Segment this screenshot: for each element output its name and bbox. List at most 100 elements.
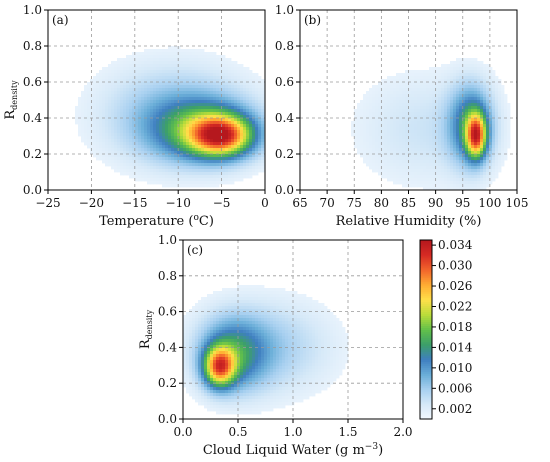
density-cell [375,118,379,122]
density-cell [213,106,217,110]
density-cell [147,100,151,104]
density-cell [420,100,424,104]
density-cell [396,97,400,101]
density-cell [225,139,229,143]
density-cell [132,115,136,119]
density-cell [486,64,490,68]
density-cell [195,303,199,307]
density-cell [162,133,166,137]
density-cell [450,85,454,89]
density-cell [246,291,250,295]
density-cell [465,124,469,128]
density-cell [87,106,91,110]
density-cell [357,136,361,140]
density-cell [438,160,442,164]
density-cell [96,118,100,122]
density-cell [399,145,403,149]
density-cell [183,160,187,164]
density-cell [393,130,397,134]
density-cell [141,85,145,89]
density-cell [396,160,400,164]
density-cell [210,106,214,110]
density-cell [483,70,487,74]
density-cell [162,76,166,80]
density-cell [126,67,130,71]
density-cell [402,94,406,98]
density-cell [222,312,226,316]
density-cell [354,112,358,116]
density-cell [483,127,487,131]
density-cell [492,172,496,176]
density-cell [354,127,358,131]
density-cell [408,73,412,77]
density-cell [99,130,103,134]
density-cell [498,106,502,110]
density-cell [444,187,448,190]
density-cell [213,67,217,71]
density-cell [273,312,277,316]
density-cell [465,142,469,146]
density-cell [150,79,154,83]
density-cell [231,154,235,158]
density-cell [201,91,205,95]
density-cell [216,294,220,298]
density-cell [192,64,196,68]
density-cell [459,118,463,122]
density-cell [180,100,184,104]
density-cell [240,169,244,173]
density-cell [135,91,139,95]
density-cell [471,76,475,80]
density-cell [462,76,466,80]
density-cell [171,169,175,173]
density-cell [408,151,412,155]
density-cell [192,100,196,104]
density-cell [480,154,484,158]
density-cell [87,88,91,92]
density-cell [312,324,316,328]
density-cell [213,85,217,89]
density-cell [135,151,139,155]
density-cell [420,85,424,89]
density-cell [411,130,415,134]
density-cell [387,127,391,131]
density-cell [81,127,85,131]
density-cell [165,121,169,125]
density-cell [459,109,463,113]
density-cell [489,172,493,176]
density-cell [468,88,472,92]
density-cell [372,166,376,170]
density-cell [216,145,220,149]
density-cell [456,64,460,68]
density-cell [420,76,424,80]
density-cell [285,324,289,328]
density-cell [207,312,211,316]
density-cell [414,145,418,149]
density-cell [165,178,169,182]
density-cell [120,160,124,164]
density-cell [474,178,478,182]
density-cell [117,133,121,137]
density-cell [492,145,496,149]
density-cell [120,118,124,122]
density-cell [96,127,100,131]
density-cell [411,175,415,179]
x-tick-label: 65 [292,196,307,210]
density-cell [429,106,433,110]
density-cell [234,103,238,107]
density-cell [417,154,421,158]
density-cell [210,145,214,149]
density-cell [162,166,166,170]
density-cell [474,130,478,134]
density-cell [303,324,307,328]
density-cell [111,82,115,86]
density-cell [423,88,427,92]
density-cell [258,82,262,86]
density-cell [234,288,238,292]
density-cell [165,133,169,137]
density-cell [240,112,244,116]
density-cell [414,91,418,95]
density-cell [198,172,202,176]
density-cell [297,300,301,304]
density-cell [432,112,436,116]
density-cell [456,169,460,173]
